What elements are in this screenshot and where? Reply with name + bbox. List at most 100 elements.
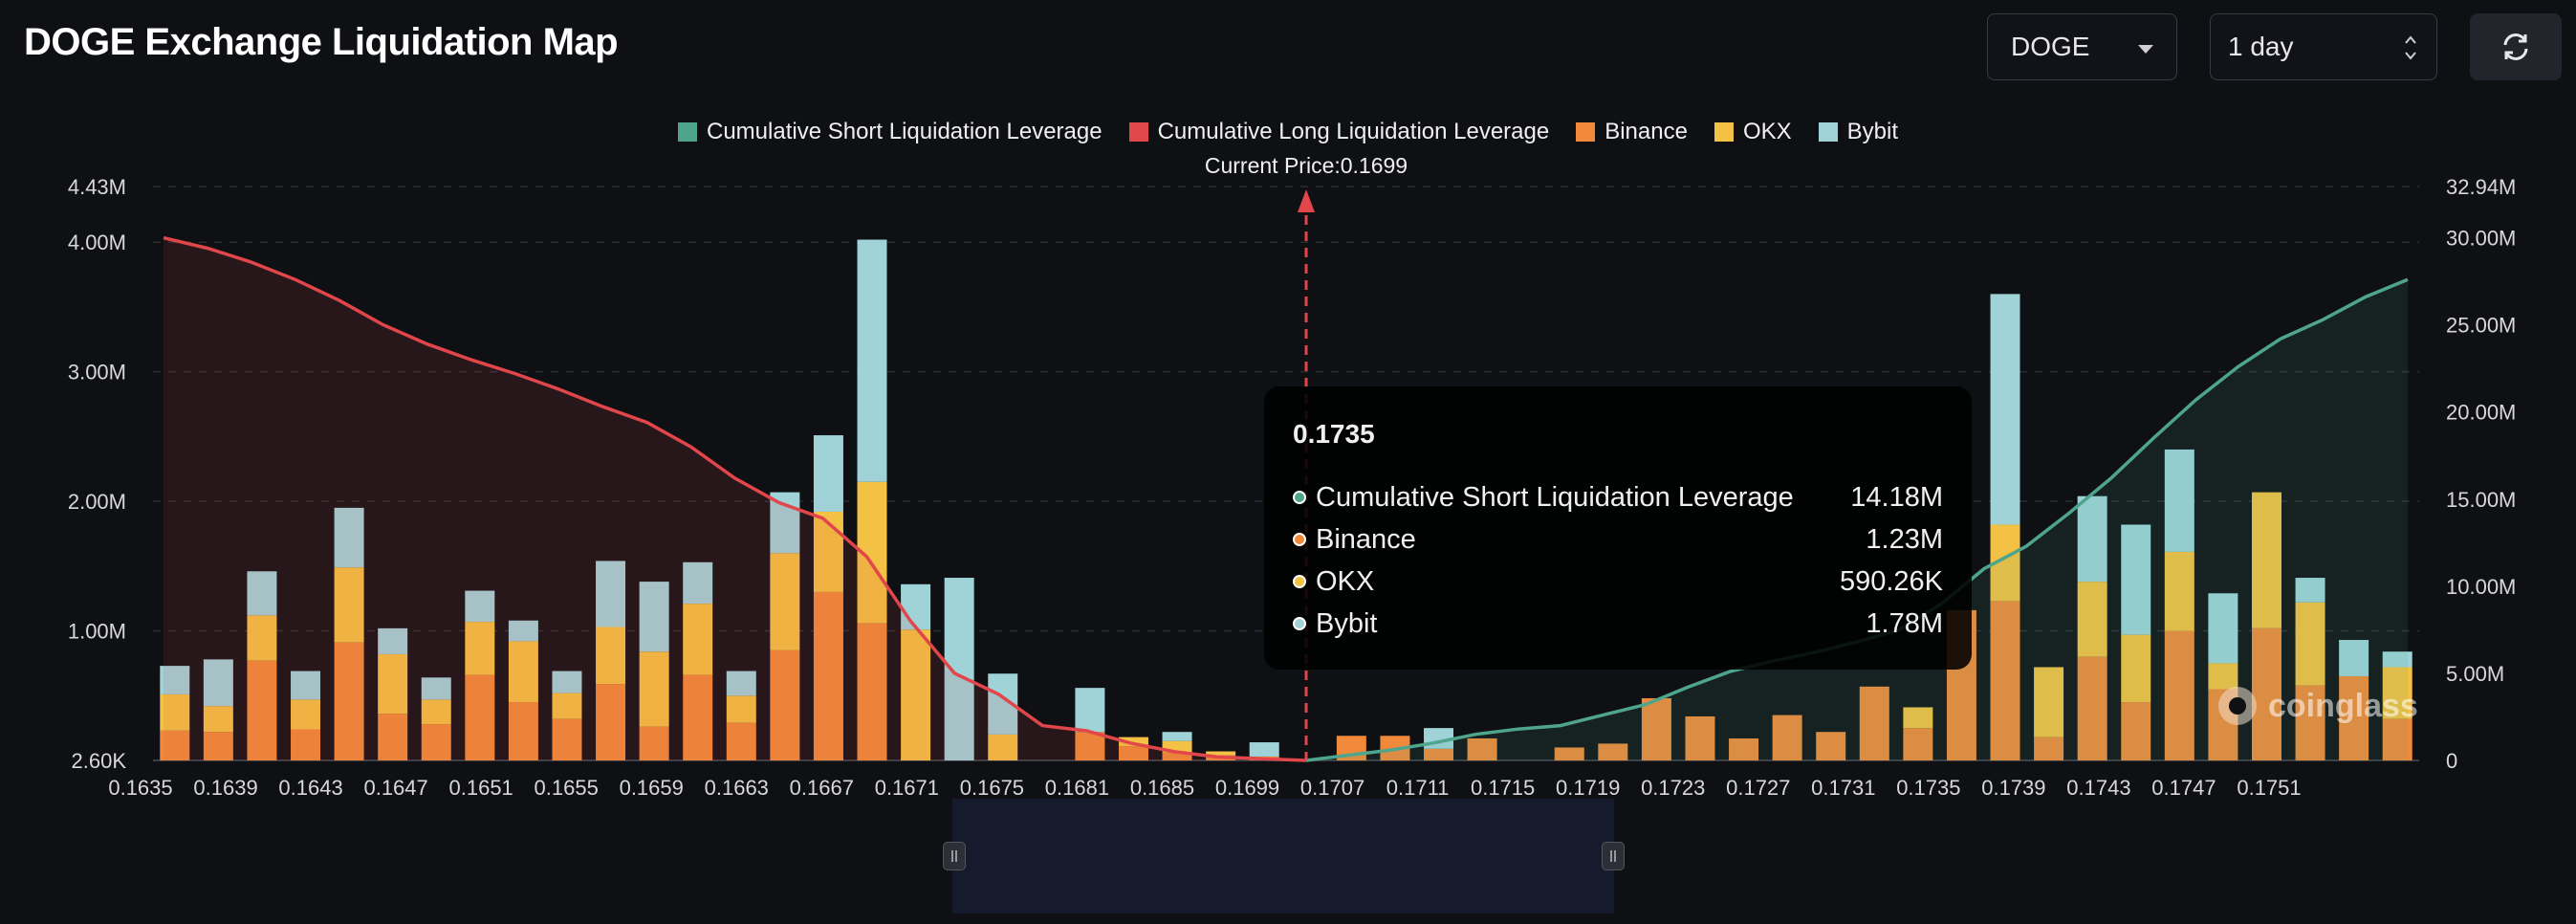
bar-segment (2251, 492, 2281, 628)
current-price-arrow-icon (1298, 189, 1315, 212)
cumulative-long-line (163, 235, 1307, 762)
bar-segment (770, 492, 800, 554)
bar-segment (1598, 743, 1628, 760)
bar-segment (2295, 602, 2325, 686)
legend-item[interactable]: Cumulative Long Liquidation Leverage (1128, 119, 1550, 145)
legend-label: Cumulative Long Liquidation Leverage (1157, 119, 1550, 144)
legend-swatch (1714, 122, 1734, 142)
bar-segment (901, 629, 931, 760)
bar-segment (639, 582, 669, 652)
bar-segment (1685, 715, 1715, 760)
x-tick-label: 0.1731 (1811, 776, 1875, 800)
bar-segment (2164, 449, 2194, 552)
bar-segment (2034, 737, 2064, 760)
bar-segment (160, 730, 190, 760)
x-tick-label: 0.1667 (790, 776, 854, 800)
bar-segment (203, 659, 233, 707)
bar-segment (2077, 656, 2107, 760)
bar-segment (291, 671, 321, 700)
legend-item[interactable]: Binance (1576, 119, 1688, 145)
bar-segment (857, 239, 887, 482)
tooltip-value: 1.23M (1866, 523, 1943, 555)
bar-segment (552, 671, 582, 693)
range-slider[interactable] (952, 799, 1614, 913)
bar-segment (726, 695, 756, 723)
x-tick-label: 0.1681 (1045, 776, 1109, 800)
bar-segment (2164, 551, 2194, 631)
bar-segment (421, 699, 451, 725)
bar-segment (378, 627, 408, 654)
tooltip-row: Cumulative Short Liquidation Leverage 14… (1293, 476, 1943, 518)
left-tick-label: 1.00M (68, 620, 126, 644)
chart-legend: Cumulative Short Liquidation Leverage Cum… (0, 119, 2576, 145)
bar-segment (813, 435, 843, 512)
x-tick-label: 0.1727 (1726, 776, 1790, 800)
bar-segment (596, 561, 626, 627)
tooltip-row: Binance 1.23M (1293, 518, 1943, 561)
bar-segment (770, 649, 800, 760)
bar-segment (465, 590, 495, 623)
x-tick-label: 0.1751 (2237, 776, 2301, 800)
tooltip-label: OKX (1316, 565, 1375, 597)
bar-segment (203, 706, 233, 733)
tooltip-row: Bybit 1.78M (1293, 603, 1943, 645)
refresh-button[interactable] (2470, 13, 2562, 80)
legend-label: Cumulative Short Liquidation Leverage (707, 119, 1102, 144)
slider-handle-right[interactable] (1602, 842, 1625, 870)
up-down-arrows-icon (2405, 35, 2416, 60)
x-tick-label: 0.1743 (2066, 776, 2130, 800)
right-tick-label: 32.94M (2446, 175, 2516, 199)
legend-item[interactable]: Bybit (1818, 119, 1898, 145)
bar-segment (683, 604, 713, 675)
coin-select[interactable]: DOGE (1987, 13, 2177, 80)
slider-handle-left[interactable] (943, 842, 966, 870)
x-tick-label: 0.1671 (875, 776, 939, 800)
bar-segment (2382, 667, 2412, 719)
dot-icon (1293, 575, 1306, 588)
bar-segment (813, 591, 843, 760)
x-tick-label: 0.1663 (705, 776, 769, 800)
bar-segment (508, 702, 538, 760)
time-range-value: 1 day (2228, 32, 2294, 61)
x-tick-label: 0.1659 (620, 776, 684, 800)
bar-segment (2382, 718, 2412, 760)
right-tick-label: 15.00M (2446, 488, 2516, 512)
x-tick-label: 0.1635 (108, 776, 172, 800)
right-tick-label: 20.00M (2446, 401, 2516, 425)
bar-segment (378, 653, 408, 715)
bar-segment (203, 732, 233, 760)
tooltip-row: OKX 590.26K (1293, 561, 1943, 603)
dot-icon (1293, 533, 1306, 546)
bar-segment (2251, 627, 2281, 760)
bar-segment (334, 507, 364, 568)
x-tick-label: 0.1639 (193, 776, 257, 800)
bar-segment (1859, 686, 1889, 760)
chevron-down-icon (2138, 45, 2153, 54)
bar-segment (2077, 582, 2107, 657)
bar-segment (1118, 737, 1148, 747)
bar-segment (1641, 697, 1671, 760)
left-tick-label: 2.60K (72, 749, 127, 773)
bar-segment (508, 641, 538, 703)
tooltip-label: Binance (1316, 523, 1416, 555)
legend-item[interactable]: OKX (1714, 119, 1792, 145)
page-title: DOGE Exchange Liquidation Map (24, 21, 619, 63)
x-tick-label: 0.1739 (1981, 776, 2045, 800)
bar-segment (160, 693, 190, 731)
left-tick-label: 4.43M (68, 175, 126, 199)
tooltip-value: 14.18M (1850, 481, 1943, 513)
x-tick-label: 0.1715 (1471, 776, 1535, 800)
legend-swatch (1818, 122, 1838, 142)
right-tick-label: 0 (2446, 749, 2457, 773)
bar-segment (247, 615, 277, 661)
right-tick-label: 30.00M (2446, 227, 2516, 251)
bar-segment (160, 666, 190, 694)
x-tick-label: 0.1735 (1896, 776, 1960, 800)
bar-segment (1162, 732, 1192, 741)
legend-item[interactable]: Cumulative Short Liquidation Leverage (678, 119, 1102, 145)
legend-label: Binance (1605, 119, 1688, 144)
current-price-label: Current Price:0.1699 (1205, 153, 1408, 178)
time-range-select[interactable]: 1 day (2210, 13, 2437, 80)
legend-label: OKX (1742, 119, 1792, 144)
bar-segment (1729, 737, 1759, 760)
